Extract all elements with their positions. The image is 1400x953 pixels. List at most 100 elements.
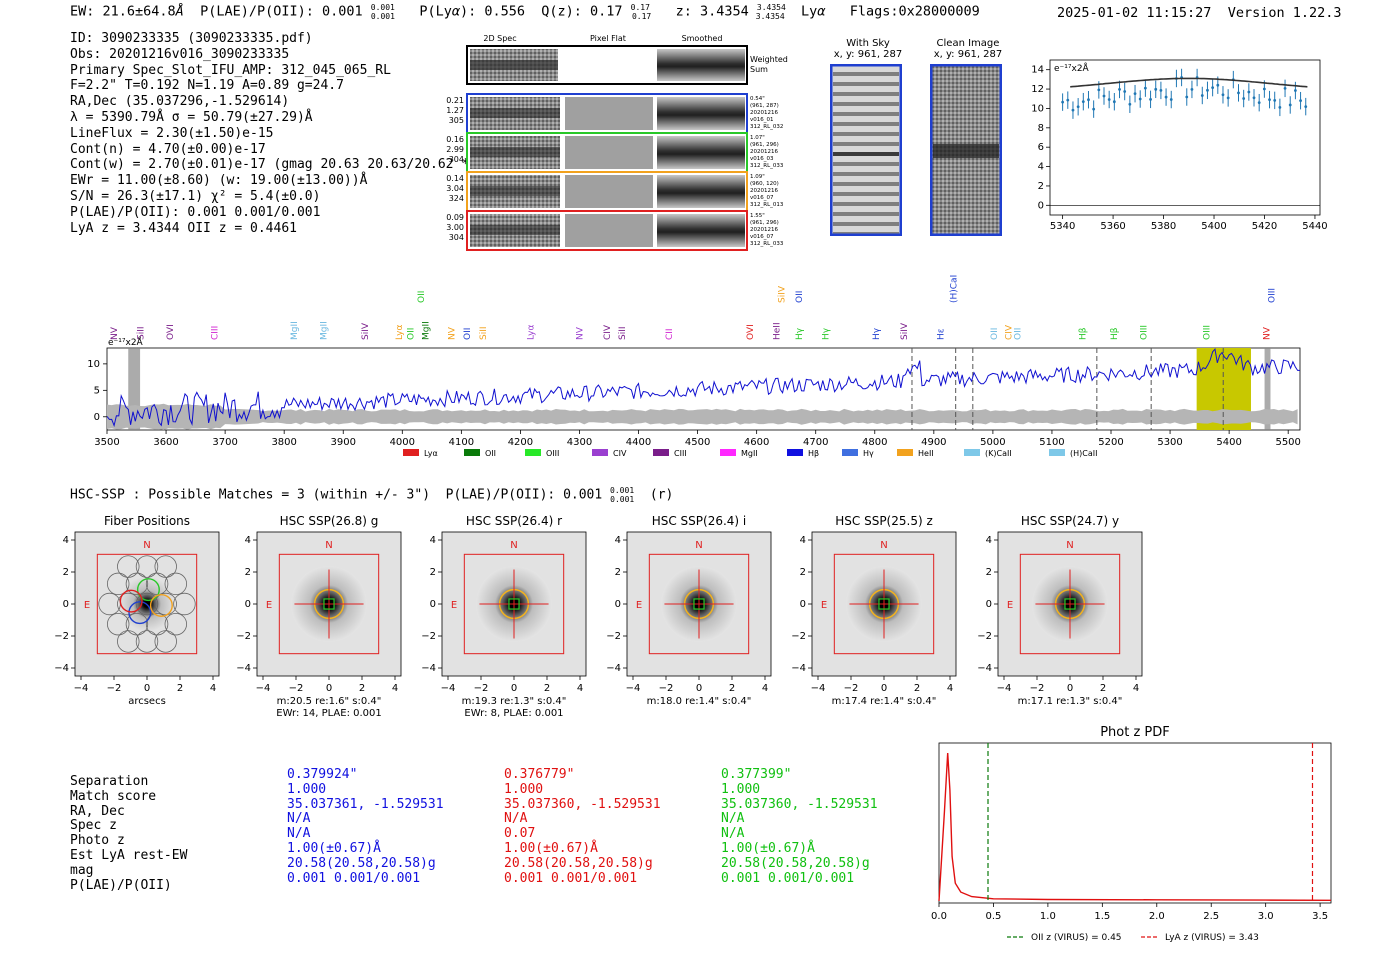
line-fit-ytick-label: 14	[1031, 65, 1044, 76]
line-fit-point	[1226, 96, 1230, 100]
spectrum-top-label: (H)CaII	[950, 275, 960, 303]
hsc-xtick-label: −2	[1030, 683, 1045, 694]
cutout-right-label: v016_07	[750, 234, 774, 240]
hsc-xtick-label: −2	[844, 683, 859, 694]
candidate-col-1: 0.379924" 1.000 35.037361, -1.529531 N/A…	[287, 767, 444, 886]
lya-legend-label: LyA z (VIRUS) = 3.43	[1165, 933, 1259, 943]
fiber-circle	[173, 592, 196, 616]
ifu-box	[648, 553, 750, 655]
spectrum-xtick-label: 5200	[1098, 437, 1123, 448]
hsc-xtick-label: 4	[762, 683, 768, 694]
spectrum-xtick-label: 4000	[390, 437, 415, 448]
cand3-score: 1.000	[721, 781, 761, 797]
spectrum-legend-label: Hβ	[808, 449, 819, 458]
fiber-circle	[135, 630, 159, 653]
spectrum-line-label: Hγ	[795, 327, 805, 340]
line-fit-point	[1299, 99, 1302, 103]
line-fit-point	[1262, 87, 1266, 91]
line-fit-point	[1185, 95, 1189, 99]
hsc-xtick-label: −4	[997, 683, 1012, 694]
cutout-header-smoothed: Smoothed	[682, 34, 723, 43]
line-fit-point	[1112, 100, 1116, 104]
photz-xtick-label: 3.0	[1258, 911, 1274, 922]
hsc-ytick-label: 4	[245, 535, 251, 546]
line-fit-point	[1164, 95, 1168, 99]
line-fit-xtick-label: 5420	[1252, 221, 1277, 232]
cutout-pixelflat	[565, 214, 653, 247]
cand1-photoz: N/A	[287, 826, 311, 842]
north-label: N	[510, 540, 517, 551]
info-obs: Obs: 20201216v016_3090233335	[70, 46, 290, 62]
east-label: E	[266, 600, 272, 611]
hsc-summary: HSC-SSP : Possible Matches = 3 (within +…	[70, 486, 674, 504]
spectrum-line-label: OII	[1014, 328, 1024, 340]
sky-stripe	[833, 212, 899, 216]
cand3-plae: 0.001 0.001/0.001	[721, 870, 855, 886]
line-fit-point	[1149, 97, 1152, 101]
cutout-left-label: 0.14	[446, 174, 464, 183]
spectrum-legend-swatch	[464, 449, 480, 456]
hsc-panel-title: HSC SSP(24.7) y	[1021, 514, 1119, 528]
spectrum-plot: OII SiIV OII (H)CaII OIII NV SiII OVI CIII MgII M…	[87, 275, 1301, 458]
spectrum-legend-swatch	[1049, 449, 1065, 456]
cutout-right-label: (960, 120)	[750, 181, 779, 187]
line-fit-data	[1050, 68, 1320, 206]
with-sky-coord: x, y: 961, 287	[833, 49, 903, 60]
cutout-right-label: 1.07"	[750, 135, 765, 141]
fiber-circle	[117, 630, 140, 653]
hsc-xtick-label: 0	[511, 683, 517, 694]
spectrum-mask	[128, 348, 141, 430]
line-fit-point	[1211, 86, 1215, 90]
line-fit-ytick-label: 6	[1038, 142, 1044, 153]
cutout-pixelflat	[565, 136, 653, 169]
hsc-panel-title: HSC SSP(26.4) r	[466, 514, 562, 528]
weighted-sum-label-2: Sum	[750, 65, 768, 74]
spectrum-legend-label: MgII	[741, 449, 758, 458]
hsc-caption: m:17.4 re:1.4" s:0.4"	[832, 696, 937, 707]
spectrum-xtick-label: 4600	[744, 437, 769, 448]
line-fit-xtick-label: 5360	[1100, 221, 1125, 232]
cand2-radec: 35.037360, -1.529531	[504, 796, 661, 812]
cutout-left-label: 304	[449, 233, 464, 242]
line-fit-ytick-label: 8	[1038, 123, 1044, 134]
info-params: F=2.2" T=0.192 N=1.19 A=0.89 g=24.7	[70, 78, 344, 94]
spectrum-legend-swatch	[720, 449, 736, 456]
fiber-circle	[106, 572, 130, 596]
sky-stripe	[833, 102, 899, 106]
hsc-ytick-label: −4	[54, 663, 69, 674]
east-label: E	[1007, 600, 1013, 611]
line-fit-ytick-label: 0	[1038, 200, 1044, 211]
cutout-smoothed	[657, 136, 745, 169]
spectrum-line-label: OII	[990, 328, 1000, 340]
spectrum-legend-label: Lyα	[424, 449, 438, 458]
clean-title: Clean Image	[936, 38, 1000, 49]
hsc-ytick-label: −2	[236, 631, 251, 642]
line-fit-point	[1200, 94, 1204, 97]
info-sn: S/N = 26.3(±17.1) χ² = 5.4(±0.0)	[70, 188, 321, 204]
cutout-right-label: 1.55"	[750, 213, 765, 219]
cutout-right-label: 20201216	[750, 188, 778, 194]
hsc-ytick-label: −4	[606, 663, 621, 674]
cand2-plae: 0.001 0.001/0.001	[504, 870, 638, 886]
spectrum-axes: 3500 3600 3700 3800 3900 4000 4100 4200 4300 4400…	[87, 359, 1301, 448]
spectrum-xtick-label: 3900	[331, 437, 356, 448]
label-mag: mag	[70, 862, 94, 878]
info-primary: Primary Spec_Slot_IFU_AMP: 312_045_065_R…	[70, 62, 391, 78]
cutout-left-label: 305	[449, 116, 464, 125]
cutout-2dspec-band	[470, 225, 560, 235]
ifu-box	[278, 553, 380, 655]
spectrum-line-label: Hε	[937, 328, 947, 340]
spectrum-body	[106, 347, 1300, 430]
cand2-mag: 20.58(20.58,20.58)g	[504, 855, 653, 871]
east-label: E	[636, 600, 642, 611]
hsc-ytick-label: −2	[54, 631, 69, 642]
spectrum-line-label: NV	[448, 326, 458, 340]
info-lambda: λ = 5390.79Å σ = 50.79(±27.29)Å	[70, 109, 313, 125]
hsc-xtick-label: −2	[659, 683, 674, 694]
line-fit-point	[1092, 107, 1096, 111]
photz-legend: OII z (VIRUS) = 0.45 LyA z (VIRUS) = 3.4…	[1007, 933, 1259, 943]
photz-xtick-label: 1.5	[1094, 911, 1110, 922]
hsc-ytick-label: −4	[236, 663, 251, 674]
label-plae: P(LAE)/P(OII)	[70, 877, 172, 893]
cutout-left-label: 304	[449, 155, 464, 164]
